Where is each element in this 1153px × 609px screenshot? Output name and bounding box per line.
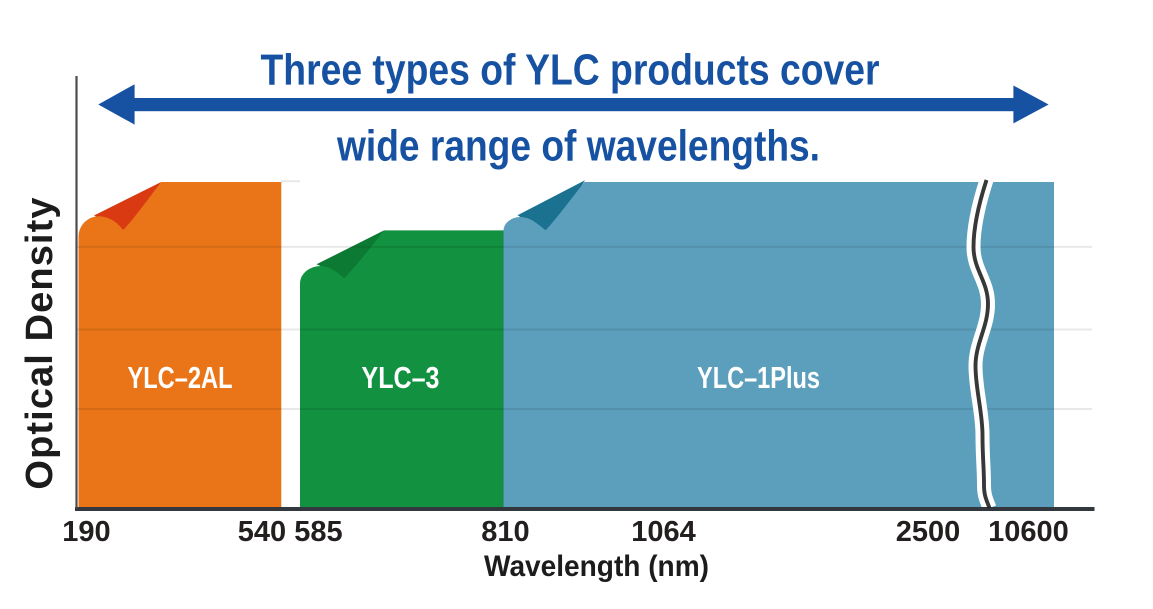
svg-text:YLC–1Plus: YLC–1Plus	[697, 361, 820, 395]
svg-text:wide range of wavelengths.: wide range of wavelengths.	[336, 122, 820, 171]
svg-text:190: 190	[62, 516, 110, 548]
svg-text:810: 810	[481, 516, 529, 548]
svg-text:Three types of YLC products co: Three types of YLC products cover	[261, 46, 880, 95]
svg-text:YLC–2AL: YLC–2AL	[128, 361, 233, 395]
svg-text:1064: 1064	[631, 516, 696, 548]
svg-text:585: 585	[294, 516, 342, 548]
svg-text:YLC–3: YLC–3	[362, 361, 440, 395]
svg-text:Wavelength (nm): Wavelength (nm)	[484, 550, 709, 583]
svg-text:10600: 10600	[988, 516, 1069, 548]
svg-text:Optical Density: Optical Density	[19, 196, 61, 489]
svg-text:2500: 2500	[896, 516, 961, 548]
svg-text:540: 540	[238, 516, 286, 548]
